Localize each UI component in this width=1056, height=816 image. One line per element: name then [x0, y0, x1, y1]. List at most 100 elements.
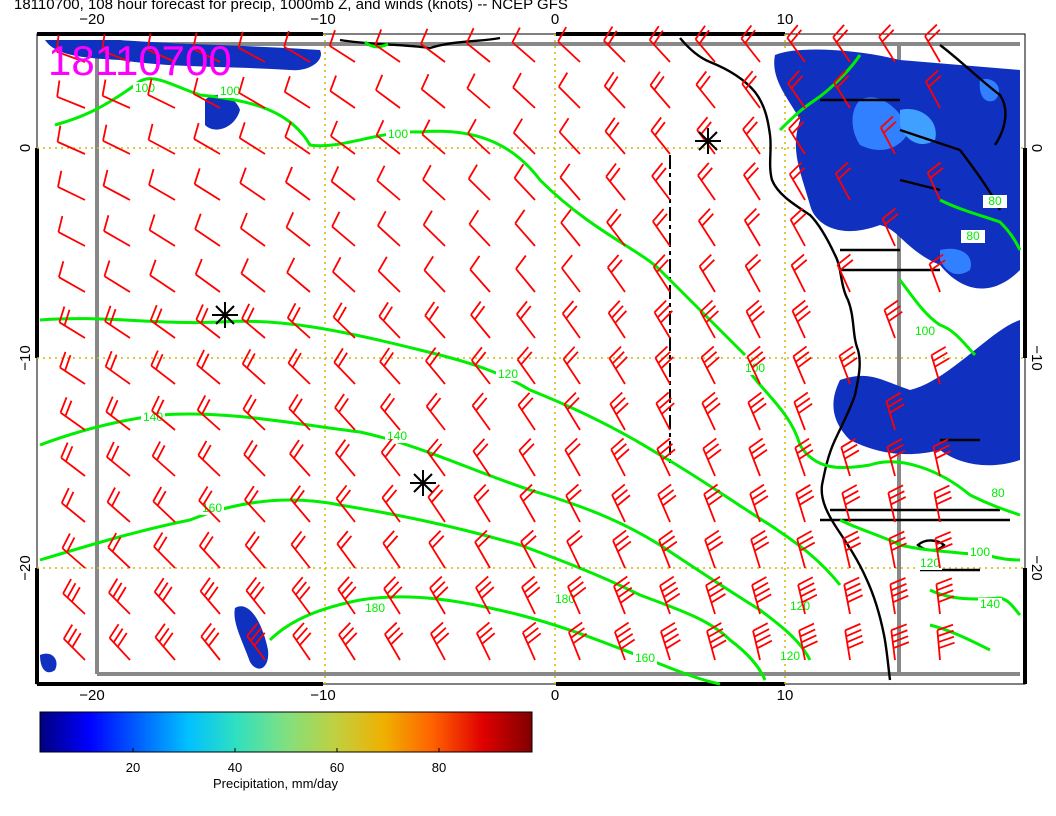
- wind-barb: [289, 485, 311, 523]
- wind-barb: [378, 301, 401, 339]
- wind-barb: [557, 26, 581, 63]
- wind-barb: [334, 393, 356, 431]
- wind-barb: [197, 440, 221, 477]
- wind-barb: [429, 575, 449, 615]
- wind-barb: [789, 207, 807, 247]
- wind-barb: [936, 623, 955, 661]
- wind-barb: [513, 163, 536, 201]
- wind-barb: [105, 396, 131, 431]
- wind-barb: [515, 255, 536, 293]
- wind-barb: [611, 483, 631, 523]
- wind-barb: [329, 75, 356, 109]
- wind-barb: [149, 259, 176, 293]
- contour-label-bg: [496, 368, 520, 381]
- colorbar-ticks: [132, 748, 440, 752]
- wind-barb: [103, 260, 131, 293]
- contour-label: 80: [991, 486, 1005, 500]
- wind-barb: [334, 439, 356, 477]
- wind-barb: [58, 306, 86, 339]
- wind-barb: [648, 25, 671, 63]
- wind-barb: [108, 623, 131, 661]
- wind-barb: [606, 208, 626, 247]
- wind-barb: [885, 392, 905, 431]
- wind-barb: [752, 622, 773, 661]
- wind-barb: [743, 207, 761, 247]
- wind-barb: [558, 117, 581, 155]
- wind-barb: [151, 441, 176, 477]
- wind-barb: [656, 437, 676, 477]
- wind-barb: [331, 211, 356, 247]
- wind-barb: [924, 23, 941, 63]
- wind-barb: [512, 72, 536, 109]
- wind-barb: [749, 483, 769, 523]
- wind-barb: [841, 484, 861, 523]
- wind-barb: [374, 29, 401, 63]
- wind-barb: [200, 622, 221, 661]
- wind-barb: [655, 391, 675, 431]
- wind-barb: [888, 530, 907, 569]
- wind-barb: [381, 484, 401, 523]
- lon-top-tick-3: 0: [551, 11, 559, 28]
- contour-label-bg: [633, 652, 657, 665]
- contour-label: 140: [387, 429, 407, 443]
- contour-label-bg: [778, 650, 802, 663]
- contour-label-bg: [978, 598, 1002, 611]
- wind-barb: [331, 256, 356, 293]
- wind-barb: [284, 166, 311, 201]
- wind-barb: [794, 437, 814, 477]
- lon-top-tick-1: −20: [79, 11, 104, 28]
- wind-barb: [194, 258, 221, 293]
- lon-bottom-tick-2: −10: [310, 687, 335, 704]
- wind-barb: [59, 396, 86, 431]
- wind-barb: [843, 576, 863, 615]
- contour-label: 80: [988, 194, 1002, 208]
- contour-label: 120: [780, 649, 800, 663]
- wind-barb: [285, 212, 311, 247]
- wind-barb: [657, 483, 677, 523]
- wind-barb: [57, 170, 86, 201]
- wind-barb: [244, 531, 266, 569]
- wind-barb: [476, 621, 496, 661]
- wind-barb: [196, 395, 221, 431]
- wind-barb: [470, 346, 491, 385]
- wind-barb: [706, 622, 727, 661]
- wind-barb: [701, 391, 721, 431]
- wind-barb: [610, 437, 630, 477]
- wind-barb: [567, 575, 587, 615]
- wind-barb: [242, 394, 266, 431]
- wind-barb: [241, 348, 266, 385]
- wind-barb: [558, 72, 581, 109]
- wind-barb: [702, 437, 722, 477]
- wind-barb: [196, 349, 221, 385]
- wind-barb: [834, 161, 852, 201]
- wind-barb: [60, 442, 86, 477]
- contour-label: 180: [365, 601, 385, 615]
- wind-barb: [380, 438, 401, 477]
- wind-barb: [335, 484, 356, 523]
- wind-barb: [240, 258, 266, 293]
- contour-label: 180: [555, 592, 575, 606]
- lat-right-tick-1: 0: [1028, 144, 1045, 152]
- contour-labels: 100 100 100 120 140 140 160 180 180 160 120 120 100 8…: [133, 81, 1010, 665]
- wind-barb: [199, 577, 221, 615]
- colorbar-tick-60: 60: [329, 760, 345, 775]
- wind-barb: [522, 621, 542, 661]
- wind-barb: [697, 208, 716, 247]
- wind-barb: [284, 121, 311, 155]
- wind-barb: [239, 212, 266, 247]
- wind-barb: [514, 209, 536, 247]
- wind-barb: [107, 532, 131, 569]
- map-frame: [36, 33, 1026, 685]
- wind-barb: [383, 576, 403, 615]
- wind-barb: [699, 299, 719, 339]
- lon-bottom-tick-3: 0: [551, 687, 559, 704]
- lat-right-tick-3: −20: [1028, 555, 1045, 580]
- wind-barb: [609, 391, 629, 431]
- forecast-stamp: 18110700: [48, 37, 232, 84]
- wind-barb: [287, 348, 311, 385]
- wind-barb: [154, 623, 176, 661]
- contour-label: 140: [980, 597, 1000, 611]
- wind-barb: [792, 345, 812, 385]
- wind-barb: [422, 164, 446, 201]
- wind-barb: [152, 486, 176, 523]
